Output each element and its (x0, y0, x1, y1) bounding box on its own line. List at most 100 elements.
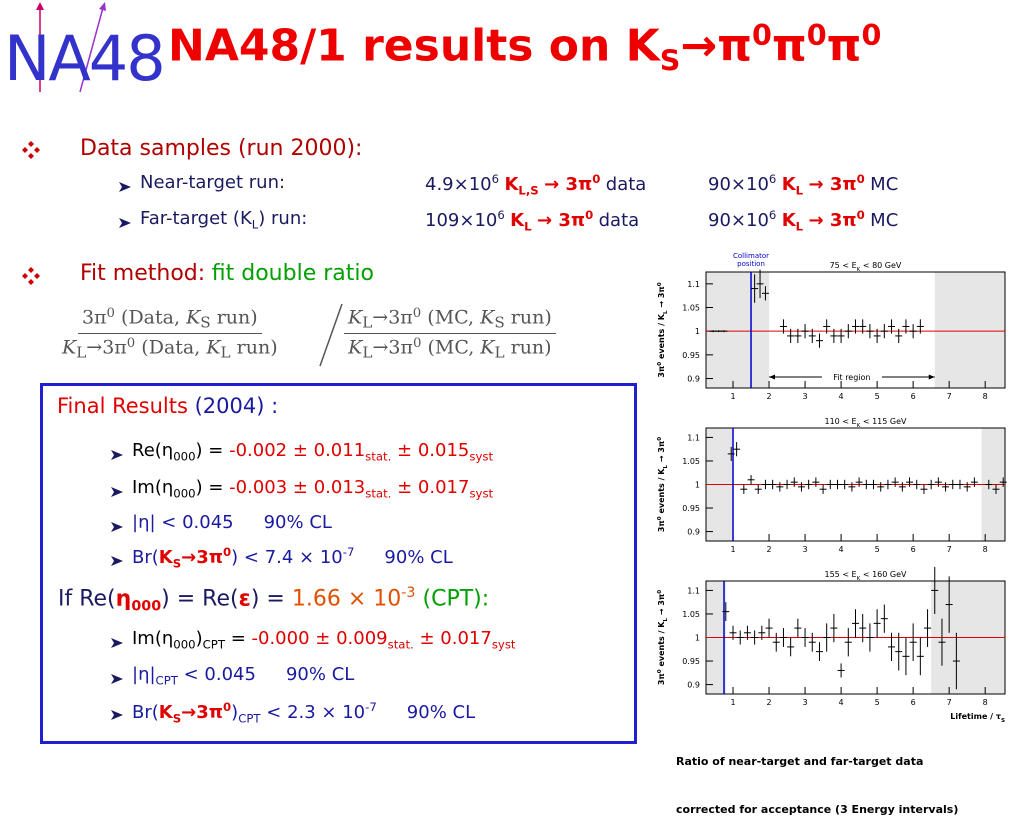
x-tick-label: 2 (766, 545, 771, 554)
text-segment: 90% CL (285, 664, 355, 685)
text-segment: →3π (181, 702, 224, 723)
text-segment: 000 (173, 486, 196, 501)
annotation: Collimator (733, 252, 769, 260)
text-segment: CPT (202, 637, 225, 652)
data-point (736, 630, 744, 645)
text-segment: 0 (412, 306, 422, 321)
diamond-bullet (22, 267, 40, 285)
text-segment: K (348, 306, 363, 329)
slide: { "logo": "NA48", "title": ["NA48/1 resu… (4, 2, 1007, 816)
text-segment: 6 (768, 172, 777, 186)
data-point (938, 618, 946, 666)
data-point (916, 637, 924, 676)
numerator: KL→3π0 (MC, KS run) (344, 306, 556, 335)
text-segment: (Data, (135, 337, 207, 360)
text-segment: L (663, 618, 669, 622)
text-segment: < 2.3 × 10 (260, 702, 366, 723)
x-tick-label: 1 (730, 545, 735, 554)
data-point (931, 566, 939, 614)
text-segment: S (172, 711, 182, 726)
data-point (970, 477, 978, 487)
text-segment: run) (210, 306, 258, 329)
text-segment: L (663, 465, 669, 469)
text-segment: ± 0.017 (413, 628, 492, 649)
text-segment: L,S (518, 183, 539, 198)
text-segment: 000 (131, 598, 162, 615)
x-tick-label: 5 (875, 392, 880, 401)
arrow-bullet (111, 522, 123, 532)
data-point (985, 479, 993, 490)
data-point (794, 618, 802, 638)
arrow-head (769, 374, 776, 380)
y-tick-label: 0.9 (687, 528, 700, 537)
text-segment: run) (504, 306, 552, 329)
text-segment: -7 (365, 700, 377, 714)
text-segment: 109×10 (425, 210, 498, 231)
text-segment: CPT (155, 673, 178, 688)
text-segment: K (186, 306, 201, 329)
data-point (902, 319, 910, 334)
text-segment: ) = (250, 586, 292, 612)
text-segment: syst (469, 486, 494, 501)
text-segment: S (659, 43, 681, 78)
x-tick-label: 7 (947, 698, 952, 707)
x-tick-label: 1 (730, 392, 735, 401)
bullet (118, 178, 132, 197)
diamond-bullet (22, 141, 40, 159)
result: Im(η000)CPT = -0.000 ± 0.009stat. ± 0.01… (132, 628, 516, 652)
text-segment: 155 < E (825, 570, 857, 579)
label: Near-target run: (140, 172, 285, 193)
text-segment: 0 (861, 18, 882, 52)
text-segment: K (857, 423, 861, 429)
text-segment: Final Results (57, 394, 188, 418)
x-tick-label: 7 (947, 545, 952, 554)
data-point (779, 319, 787, 334)
data-point (783, 479, 791, 490)
data-sample: 109×106 KL → 3π0 data (425, 208, 639, 234)
text-segment: 000 (173, 637, 196, 652)
data-point (761, 479, 769, 490)
text-segment: Fit method: (80, 261, 206, 286)
heading: Data samples (run 2000): (80, 136, 363, 161)
y-tick-label: 1.1 (687, 280, 700, 289)
data-point (877, 482, 885, 492)
x-tick-label: 5 (875, 545, 880, 554)
text-segment: L (362, 313, 373, 332)
text-segment: K (480, 337, 495, 360)
data-point (902, 637, 910, 676)
y-tick-label: 0.95 (682, 351, 700, 360)
text-segment: 90% CL (384, 547, 453, 568)
data-point (779, 628, 787, 647)
text-segment: NA48/1 results on K (168, 20, 660, 72)
data-point (999, 477, 1007, 487)
slash (319, 303, 343, 367)
data-point (794, 328, 802, 344)
text-segment: data (598, 210, 640, 231)
x-tick-label: 7 (947, 392, 952, 401)
data-point (765, 618, 773, 638)
label: 110 < EK < 115 GeV (825, 417, 908, 429)
data-point (808, 328, 816, 344)
text-segment: → 3π (657, 441, 666, 465)
data-point (841, 479, 849, 490)
data-point (844, 324, 852, 339)
data-point (823, 319, 831, 334)
data-point (729, 625, 737, 640)
x-tick-label: 8 (983, 698, 988, 707)
arrow-bullet (119, 182, 131, 192)
text-segment: Re(η (132, 440, 174, 461)
bullet (110, 518, 124, 537)
x-tick-label: 2 (766, 698, 771, 707)
data-point (772, 632, 780, 652)
data-point (942, 482, 950, 492)
results-box (40, 383, 637, 744)
text-segment: 3π (657, 366, 666, 378)
data-point (815, 333, 823, 348)
text-segment: 0 (657, 590, 663, 594)
mc-sample: 90×106 KL → 3π0 MC (708, 172, 898, 198)
text-segment: Lifetime / τ (950, 712, 1001, 721)
text-segment: Im(η (132, 477, 174, 498)
text-segment: 6 (497, 208, 505, 222)
data-point (884, 479, 892, 490)
text-segment: 0 (223, 545, 232, 559)
